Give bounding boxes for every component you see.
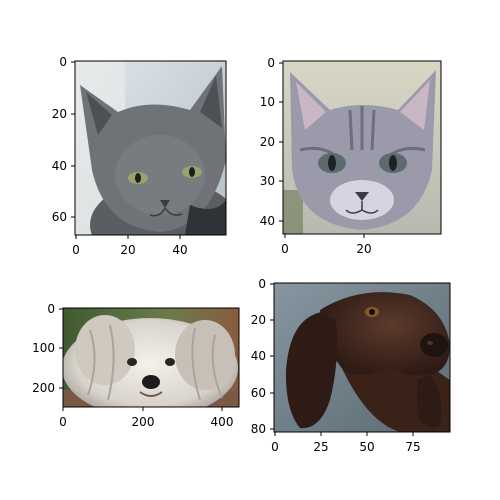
y-axis-3: 0 100 200 bbox=[32, 302, 63, 395]
x-axis-2: 0 20 bbox=[281, 234, 372, 256]
axes-frame-2 bbox=[282, 60, 442, 235]
y-tick-label: 20 bbox=[52, 107, 67, 121]
y-axis-2: 0 10 20 30 40 bbox=[260, 56, 283, 228]
x-tick-label: 20 bbox=[356, 242, 371, 256]
y-tick-label: 0 bbox=[267, 56, 275, 70]
x-axis-1: 0 20 40 bbox=[72, 235, 188, 257]
dog-photo-2 bbox=[274, 283, 450, 432]
y-tick-label: 40 bbox=[52, 159, 67, 173]
x-tick-label: 0 bbox=[281, 242, 289, 256]
x-tick-label: 0 bbox=[59, 415, 67, 429]
y-tick-label: 60 bbox=[52, 210, 67, 224]
panel-2-grey-kitten: 0 20 0 10 20 30 40 bbox=[260, 56, 442, 256]
panel-3-white-dog: 0 200 400 0 100 200 bbox=[32, 302, 240, 429]
x-tick-label: 0 bbox=[72, 243, 80, 257]
x-tick-label: 20 bbox=[120, 243, 135, 257]
x-tick-label: 200 bbox=[132, 415, 155, 429]
x-tick-label: 0 bbox=[271, 440, 279, 454]
y-axis-1: 0 20 40 60 bbox=[52, 55, 75, 224]
y-tick-label: 20 bbox=[251, 313, 266, 327]
y-tick-label: 0 bbox=[47, 302, 55, 316]
cat-photo-1 bbox=[75, 61, 226, 235]
x-axis-3: 0 200 400 bbox=[59, 407, 233, 429]
x-axis-4: 0 25 50 75 bbox=[271, 432, 421, 454]
axes-frame-4 bbox=[273, 282, 451, 433]
x-tick-label: 400 bbox=[211, 415, 234, 429]
y-tick-label: 40 bbox=[251, 349, 266, 363]
dog-photo-1 bbox=[63, 308, 239, 407]
y-tick-label: 60 bbox=[251, 386, 266, 400]
cat-photo-2 bbox=[283, 61, 441, 234]
axes-frame-1 bbox=[74, 60, 227, 236]
y-axis-4: 0 20 40 60 80 bbox=[251, 277, 274, 436]
panel-1-grey-cat: 0 20 40 0 20 40 60 bbox=[52, 55, 227, 257]
y-tick-label: 0 bbox=[59, 55, 67, 69]
panel-4-brown-dog: 0 25 50 75 0 20 40 60 80 bbox=[251, 277, 451, 454]
y-tick-label: 20 bbox=[260, 135, 275, 149]
y-tick-label: 200 bbox=[32, 381, 55, 395]
x-tick-label: 40 bbox=[172, 243, 187, 257]
x-tick-label: 50 bbox=[359, 440, 374, 454]
y-tick-label: 30 bbox=[260, 174, 275, 188]
axes-frame-3 bbox=[62, 307, 240, 408]
y-tick-label: 10 bbox=[260, 95, 275, 109]
x-tick-label: 75 bbox=[405, 440, 420, 454]
y-tick-label: 40 bbox=[260, 214, 275, 228]
x-tick-label: 25 bbox=[313, 440, 328, 454]
y-tick-label: 0 bbox=[258, 277, 266, 291]
y-tick-label: 100 bbox=[32, 341, 55, 355]
y-tick-label: 80 bbox=[251, 422, 266, 436]
